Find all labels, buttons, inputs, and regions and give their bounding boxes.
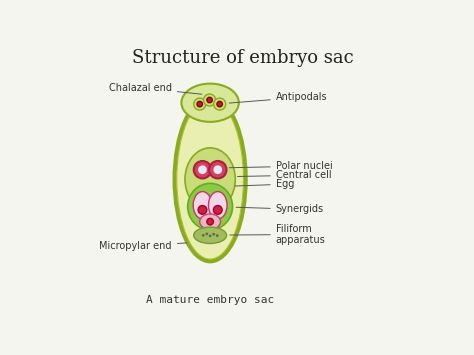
Circle shape xyxy=(217,102,222,107)
Circle shape xyxy=(198,206,207,214)
Circle shape xyxy=(205,233,208,235)
Text: Synergids: Synergids xyxy=(236,204,324,214)
Circle shape xyxy=(209,161,227,179)
Circle shape xyxy=(197,102,202,107)
Ellipse shape xyxy=(193,192,212,219)
Circle shape xyxy=(213,165,222,174)
Text: Antipodals: Antipodals xyxy=(229,92,328,103)
Text: Micropylar end: Micropylar end xyxy=(100,241,187,251)
Text: A mature embryo sac: A mature embryo sac xyxy=(146,295,274,305)
Circle shape xyxy=(194,161,211,179)
Ellipse shape xyxy=(188,184,233,230)
Ellipse shape xyxy=(182,84,239,122)
Ellipse shape xyxy=(194,227,227,244)
Ellipse shape xyxy=(174,97,246,261)
Circle shape xyxy=(214,98,226,110)
Ellipse shape xyxy=(177,99,244,259)
Circle shape xyxy=(203,94,216,106)
Circle shape xyxy=(207,97,212,103)
Circle shape xyxy=(202,234,205,237)
Text: Structure of embryo sac: Structure of embryo sac xyxy=(132,49,354,67)
Circle shape xyxy=(194,98,206,110)
Text: Filiform
apparatus: Filiform apparatus xyxy=(230,224,326,245)
Circle shape xyxy=(212,233,215,236)
Ellipse shape xyxy=(209,192,227,219)
Circle shape xyxy=(209,235,211,237)
Ellipse shape xyxy=(185,148,235,211)
Text: Polar nuclei: Polar nuclei xyxy=(229,161,332,171)
Text: Chalazal end: Chalazal end xyxy=(109,83,202,94)
Ellipse shape xyxy=(200,214,220,229)
Circle shape xyxy=(213,206,222,214)
Circle shape xyxy=(216,234,219,237)
Text: Egg: Egg xyxy=(235,179,294,189)
Text: Central cell: Central cell xyxy=(237,170,331,180)
Circle shape xyxy=(207,218,213,225)
Circle shape xyxy=(198,165,207,174)
